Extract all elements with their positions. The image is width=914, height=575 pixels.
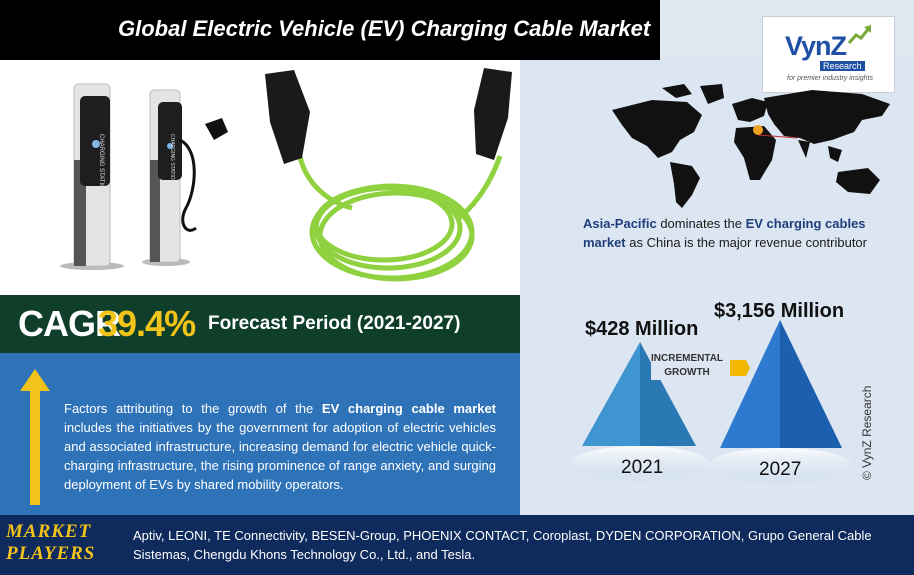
up-arrow-icon xyxy=(20,369,50,505)
incremental-line-1: INCREMENTAL xyxy=(651,353,724,364)
factors-prefix: Factors attributing to the growth of the xyxy=(64,401,322,416)
bar-2021-base xyxy=(570,446,710,482)
region-text-2: as China is the major revenue contributo… xyxy=(625,235,867,250)
factors-suffix: includes the initiatives by the governme… xyxy=(64,420,496,492)
bar-2027-face-right xyxy=(780,320,842,448)
players-title-line-1: MARKET xyxy=(6,521,92,542)
year-label-2021: 2021 xyxy=(621,457,664,478)
bar-2027-base xyxy=(708,448,852,484)
players-title-line-2: PLAYERS xyxy=(6,543,96,564)
location-pin-icon xyxy=(753,125,763,135)
right-panel xyxy=(520,60,914,515)
growth-factors-box: Factors attributing to the growth of the… xyxy=(0,353,520,515)
growth-chart: $428 Million $3,156 Million 2021 2027 xyxy=(560,296,860,515)
value-label-2027: $3,156 Million xyxy=(714,300,845,322)
market-players-list: Aptiv, LEONI, TE Connectivity, BESEN-Gro… xyxy=(133,528,872,562)
cagr-label: CAGR xyxy=(18,303,121,344)
logo-sub: Research xyxy=(820,61,865,71)
page-title: Global Electric Vehicle (EV) Charging Ca… xyxy=(118,16,651,41)
incremental-line-2: GROWTH xyxy=(664,367,710,378)
market-players-bar: MARKET PLAYERS Aptiv, LEONI, TE Connecti… xyxy=(0,515,914,575)
incremental-arrow-icon xyxy=(730,360,750,376)
copyright-notice: © VynZ Research xyxy=(860,385,874,480)
station-label-1: CHARGING STATION xyxy=(98,134,104,193)
cagr-value: 39.4% xyxy=(98,303,196,344)
forecast-period: Forecast Period (2021-2027) xyxy=(208,313,461,334)
region-statement: Asia-Pacific dominates the EV charging c… xyxy=(583,214,898,252)
bar-2021-face-left xyxy=(582,342,640,446)
product-image: CHARGING STATION CHARGING STATION xyxy=(0,60,520,295)
bar-2027-face-left xyxy=(720,320,780,448)
cagr-band: CAGR 39.4% Forecast Period (2021-2027) xyxy=(0,295,520,353)
region-text-1: dominates the xyxy=(656,216,746,231)
region-highlight: EV charging cables market xyxy=(583,216,866,250)
market-players-title: MARKET PLAYERS xyxy=(6,521,95,565)
region-name: Asia-Pacific xyxy=(583,216,657,231)
logo: VynZ Research for premier industry insig… xyxy=(762,16,895,93)
logo-tagline: for premier industry insights xyxy=(787,75,873,82)
station-label-2: CHARGING STATION xyxy=(169,134,175,184)
world-map-image xyxy=(612,84,890,208)
incremental-growth-label: INCREMENTAL GROWTH xyxy=(651,352,724,380)
growth-arrow-icon xyxy=(847,25,872,44)
growth-factors-text: Factors attributing to the growth of the… xyxy=(64,399,496,494)
year-label-2027: 2027 xyxy=(759,459,802,480)
value-label-2021: $428 Million xyxy=(585,318,699,340)
factors-highlight: EV charging cable market xyxy=(321,401,497,416)
logo-brand: VynZ xyxy=(785,31,847,61)
title-bar: Global Electric Vehicle (EV) Charging Ca… xyxy=(0,0,660,60)
charging-equipment-illustration: CHARGING STATION CHARGING STATION xyxy=(60,68,512,282)
